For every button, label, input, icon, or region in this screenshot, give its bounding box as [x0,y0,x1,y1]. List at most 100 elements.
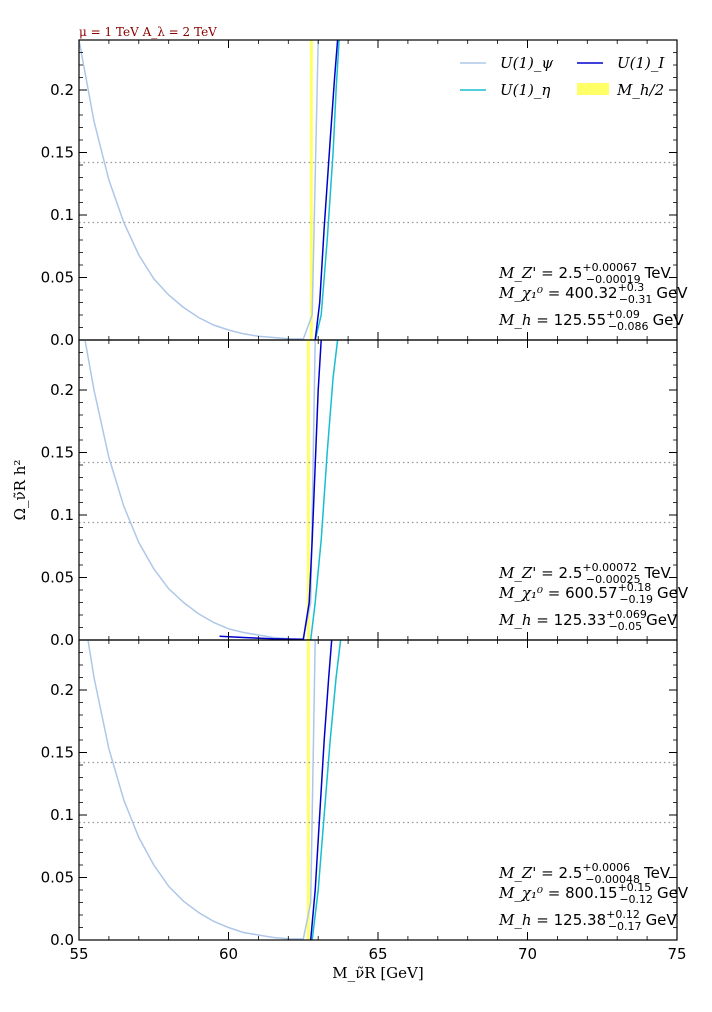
y-tick-label: 0.2 [50,81,74,99]
annotation-lhs: M_χ₁⁰ = [498,884,565,902]
annotation-lower: −0.05 [608,620,642,633]
annotation-lower: −0.19 [619,593,653,606]
legend-label: U(1)_ψ [500,54,553,72]
annotation-unit: TeV [643,864,671,882]
legend-label: U(1)_η [500,81,550,99]
y-tick-label: 0.05 [41,869,74,887]
annotation-upper: +0.069 [606,608,647,621]
annotation-lhs: M_h = [498,911,554,929]
panels-group: 0.00.050.10.150.2M_Z' = 2.5+0.00067 −0.00… [41,39,689,949]
mh-half-band [306,340,310,640]
y-axis-label: Ω_ν̃R h² [11,460,29,521]
annotation-upper: +0.00072 [582,561,637,574]
annotation-value: 800.15 [565,884,618,902]
series-line [309,640,333,940]
annotation-value: 125.38 [554,911,607,929]
annotation-lhs: M_Z' = [498,564,559,582]
annotation-lower: −0.00019 [586,273,641,286]
annotation-lhs: M_h = [498,311,554,329]
y-tick-label: 0.15 [41,144,74,162]
x-tick-label: 60 [219,945,238,963]
annotation-unit: GeV [657,884,689,902]
annotation-lower: −0.31 [619,293,653,306]
x-axis-label: M_ν̃R [GeV] [332,964,423,982]
param-annotation: M_Z' = 2.5+0.0006 −0.00048 TeV [498,861,671,886]
annotation-lhs: M_Z' = [498,864,559,882]
series-line [311,640,342,940]
series-line [314,40,339,340]
annotation-unit: TeV [644,264,672,282]
x-tick-label: 65 [368,945,387,963]
annotation-lhs: M_χ₁⁰ = [498,284,565,302]
annotation-value: 400.32 [565,284,618,302]
annotation-lower: −0.00025 [586,573,641,586]
y-tick-label: 0.15 [41,744,74,762]
panel-3: 0.0 0.05 0.1 0.15 0.2 M_Z' = 2.5+0.0006 −0.000… [41,639,689,949]
annotation-value: 2.5 [559,564,583,582]
mh-half-band [306,640,310,940]
annotation-lhs: M_h = [498,611,554,629]
annotation-lower: −0.12 [619,893,653,906]
param-annotation: M_Z' = 2.5+0.00072 −0.00025 TeV [498,561,671,586]
annotation-upper: +0.00067 [582,261,637,274]
y-tick-label: 0.05 [41,569,74,587]
legend: U(1)_ψ U(1)_η U(1)_I M_h/2 [460,54,665,99]
x-tick-label: 70 [518,945,537,963]
annotation-lower: −0.17 [608,920,642,933]
annotation-value: 125.33 [554,611,607,629]
y-tick-label: 0.15 [41,444,74,462]
x-tick-label: 75 [667,945,686,963]
y-tick-label: 0.1 [50,206,74,224]
annotation-unit: GeV [653,311,685,329]
mh-half-band [309,40,313,340]
annotation-unit: TeV [644,564,672,582]
param-annotation: M_χ₁⁰ = 600.57+0.18 −0.19 GeV [498,581,689,606]
series-line [309,340,339,640]
series-line [314,40,340,340]
legend-label: M_h/2 [616,81,664,99]
annotation-lhs: M_Z' = [498,264,559,282]
annotation-lhs: M_χ₁⁰ = [498,584,565,602]
annotation-upper: +0.18 [618,581,652,594]
param-annotation: M_χ₁⁰ = 800.15+0.15 −0.12 GeV [498,881,689,906]
y-tick-label: 0.2 [50,681,74,699]
y-tick-label: 0.0 [50,331,74,349]
param-annotation: M_h = 125.33+0.069 −0.05 GeV [498,608,678,633]
y-tick-label: 0.0 [50,931,74,949]
param-annotation: M_χ₁⁰ = 400.32+0.3 −0.31 GeV [498,281,688,306]
annotation-upper: +0.3 [618,281,645,294]
legend-label: U(1)_I [617,54,665,72]
annotation-upper: +0.0006 [582,861,630,874]
y-tick-label: 0.1 [50,806,74,824]
annotation-unit: GeV [646,611,678,629]
y-tick-label: 0.2 [50,381,74,399]
series-group [84,340,339,640]
param-annotation: M_h = 125.38+0.12 −0.17 GeV [498,908,677,933]
series-line [219,340,322,640]
annotation-lower: −0.086 [608,320,649,333]
series-line [87,640,316,940]
panel-2: 0.0 0.05 0.1 0.15 0.2 M_Z' = 2.5+0.00072 −0.00… [41,339,689,649]
annotation-value: 2.5 [559,264,583,282]
annotation-unit: GeV [646,911,678,929]
annotation-lower: −0.00048 [585,873,640,886]
annotation-unit: GeV [657,584,689,602]
annotation-upper: +0.09 [606,308,640,321]
shared-axis-group: 55 60 65 70 75 M_ν̃R [GeV] Ω_ν̃R h² [11,460,687,982]
annotation-value: 600.57 [565,584,618,602]
annotation-unit: GeV [656,284,688,302]
annotation-value: 2.5 [559,864,583,882]
y-tick-label: 0.0 [50,631,74,649]
y-tick-label: 0.1 [50,506,74,524]
annotation-upper: +0.15 [618,881,652,894]
param-annotation: M_h = 125.55+0.09 −0.086 GeV [498,308,684,333]
series-group [87,640,342,940]
series-line [79,40,319,340]
annotation-value: 125.55 [554,311,607,329]
header-note: μ = 1 TeV A_λ = 2 TeV [79,25,217,39]
series-line [84,340,316,640]
y-tick-label: 0.05 [41,269,74,287]
legend-swatch [577,83,609,95]
annotation-upper: +0.12 [606,908,640,921]
